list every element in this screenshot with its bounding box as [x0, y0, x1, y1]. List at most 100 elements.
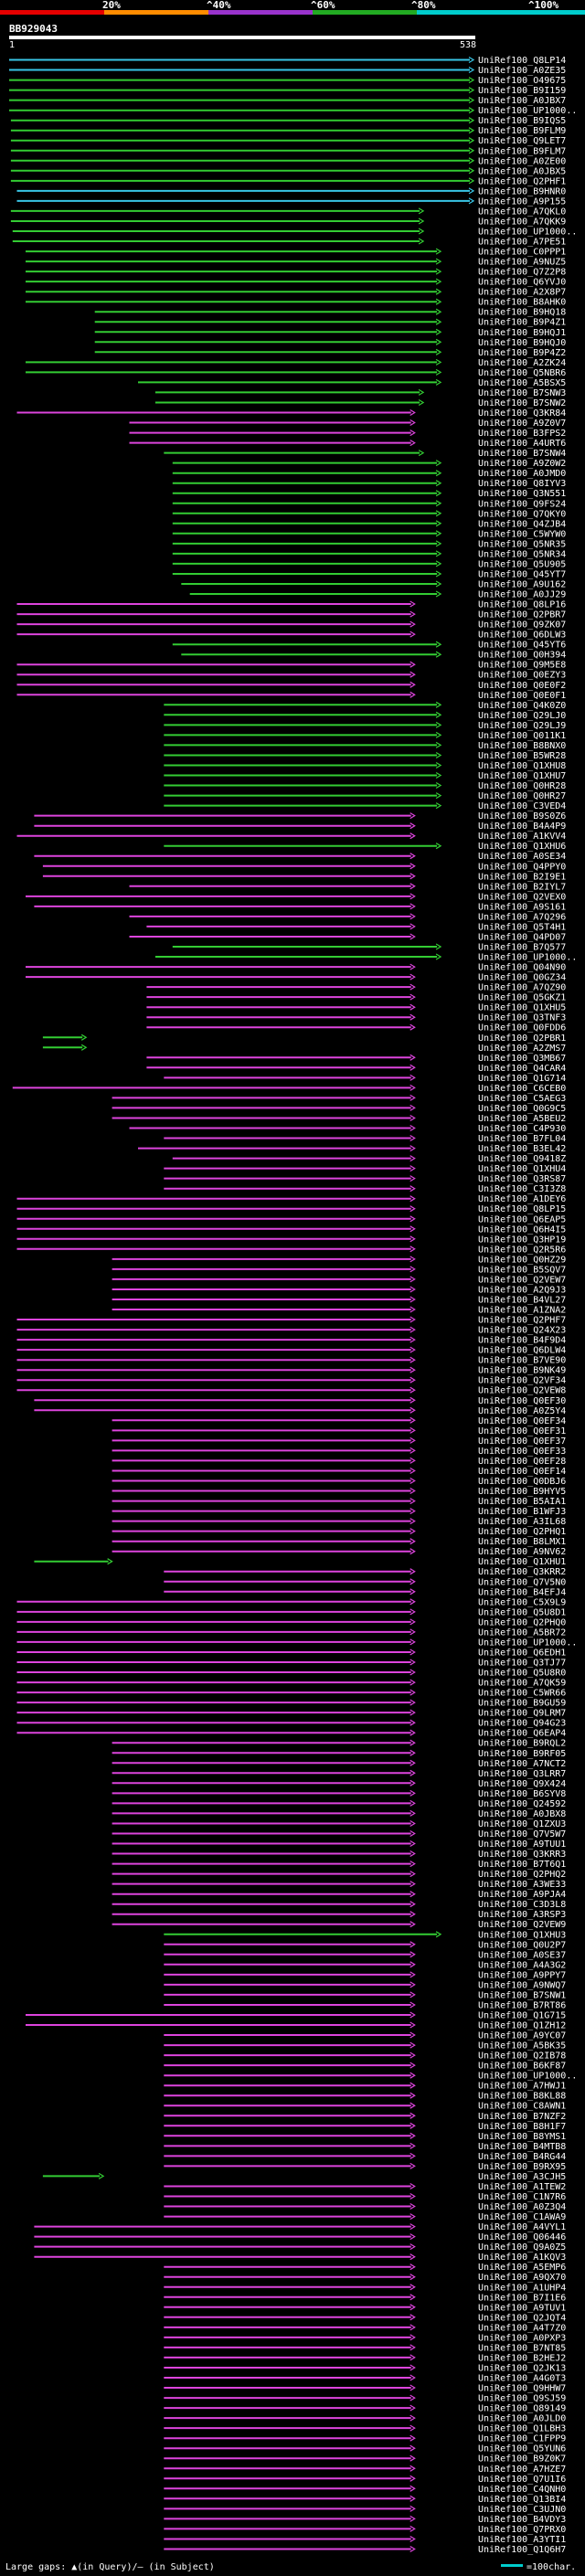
hit-row[interactable]: UniRef100_Q0EF28 [112, 1457, 567, 1467]
hit-row[interactable]: UniRef100_C1N7R6 [164, 2192, 566, 2202]
hit-label[interactable]: UniRef100_Q0EF33 [478, 1447, 566, 1457]
hit-label[interactable]: UniRef100_B9Z0K7 [478, 2454, 566, 2465]
hit-row[interactable]: UniRef100_Q2PHF1 [10, 176, 566, 186]
hit-label[interactable]: UniRef100_A0JLD0 [478, 2414, 566, 2424]
hit-row[interactable]: UniRef100_B9Z0K7 [164, 2454, 566, 2465]
hit-label[interactable]: UniRef100_Q3N551 [478, 489, 566, 499]
hit-row[interactable]: UniRef100_Q7Z2P8 [26, 268, 566, 278]
hit-label[interactable]: UniRef100_Q0EF30 [478, 1396, 566, 1406]
hit-row[interactable]: UniRef100_B7SNW4 [164, 449, 566, 459]
hit-label[interactable]: UniRef100_B9IQS5 [478, 116, 566, 126]
hit-row[interactable]: UniRef100_Q3KRR2 [164, 1567, 566, 1577]
hit-row[interactable]: UniRef100_A9TUV1 [164, 2303, 566, 2313]
hit-label[interactable]: UniRef100_B9HQ18 [478, 308, 566, 318]
hit-label[interactable]: UniRef100_Q5T4H1 [478, 922, 566, 932]
hit-row[interactable]: UniRef100_Q0EF14 [112, 1467, 567, 1477]
hit-label[interactable]: UniRef100_A0PXP3 [478, 2333, 566, 2343]
hit-row[interactable]: UniRef100_Q2JQT4 [164, 2313, 566, 2323]
hit-row[interactable]: UniRef100_A0JBX8 [112, 1809, 567, 1819]
hit-row[interactable]: UniRef100_Q2PHQ0 [16, 1617, 567, 1627]
hit-label[interactable]: UniRef100_B6KF87 [478, 2062, 566, 2072]
hit-label[interactable]: UniRef100_A7PE51 [478, 238, 566, 248]
hit-row[interactable]: UniRef100_A0JMD0 [172, 469, 567, 479]
hit-row[interactable]: UniRef100_Q6EAP5 [16, 1214, 567, 1224]
hit-label[interactable]: UniRef100_B5WR28 [478, 751, 566, 761]
hit-row[interactable]: UniRef100_B2HEJ2 [164, 2353, 566, 2363]
hit-row[interactable]: UniRef100_Q1XHU7 [164, 771, 566, 781]
hit-label[interactable]: UniRef100_Q0H394 [478, 651, 566, 661]
hit-row[interactable]: UniRef100_B4RG44 [164, 2152, 566, 2162]
hit-row[interactable]: UniRef100_Q9418Z [172, 1154, 567, 1164]
hit-row[interactable]: UniRef100_Q0E0F1 [16, 691, 567, 701]
hit-row[interactable]: UniRef100_A9NWQ7 [164, 1980, 566, 1990]
hit-label[interactable]: UniRef100_B8BNX0 [478, 741, 566, 751]
hit-label[interactable]: UniRef100_B4VL27 [478, 1296, 566, 1306]
hit-row[interactable]: UniRef100_A0Z3Q4 [164, 2202, 566, 2212]
hit-label[interactable]: UniRef100_A0Z3Q4 [478, 2202, 566, 2212]
hit-row[interactable]: UniRef100_A7HZE7 [164, 2465, 566, 2475]
hit-row[interactable]: UniRef100_Q9LRM7 [16, 1709, 567, 1719]
hit-label[interactable]: UniRef100_Q3MB67 [478, 1054, 566, 1064]
hit-row[interactable]: UniRef100_C5WR66 [16, 1689, 567, 1699]
hit-row[interactable]: UniRef100_Q9M5E8 [16, 661, 567, 671]
hit-label[interactable]: UniRef100_A2ZK24 [478, 358, 566, 368]
hit-row[interactable]: UniRef100_C6CEB0 [12, 1084, 567, 1094]
hit-label[interactable]: UniRef100_B9P4Z1 [478, 318, 566, 328]
hit-row[interactable]: UniRef100_Q94G23 [16, 1719, 567, 1729]
hit-label[interactable]: UniRef100_Q6H4I5 [478, 1224, 566, 1235]
hit-label[interactable]: UniRef100_Q24592 [478, 1799, 566, 1809]
hit-label[interactable]: UniRef100_Q3KR84 [478, 408, 566, 419]
hit-row[interactable]: UniRef100_B4EFJ4 [164, 1587, 566, 1597]
hit-row[interactable]: UniRef100_A4G0T3 [164, 2374, 566, 2384]
hit-row[interactable]: UniRef100_A3CJH5 [42, 2172, 566, 2182]
hit-row[interactable]: UniRef100_Q1XHU8 [164, 761, 566, 771]
hit-label[interactable]: UniRef100_A4T7Z0 [478, 2323, 566, 2333]
hit-row[interactable]: UniRef100_Q0EF37 [112, 1436, 567, 1447]
hit-row[interactable]: UniRef100_Q1G715 [26, 2011, 566, 2021]
hit-label[interactable]: UniRef100_Q45YT7 [478, 570, 566, 580]
hit-row[interactable]: UniRef100_B5WR28 [164, 751, 566, 761]
hit-label[interactable]: UniRef100_Q0EF28 [478, 1457, 566, 1467]
hit-row[interactable]: UniRef100_Q2PHQ2 [112, 1870, 567, 1880]
hit-row[interactable]: UniRef100_B7FL04 [164, 1134, 566, 1144]
hit-row[interactable]: UniRef100_Q0U2P7 [164, 1940, 566, 1950]
hit-row[interactable]: UniRef100_Q4PPY0 [42, 862, 566, 872]
hit-row[interactable]: UniRef100_B9S0Z6 [34, 811, 566, 822]
hit-label[interactable]: UniRef100_Q1G715 [478, 2011, 566, 2021]
hit-row[interactable]: UniRef100_B9HNR0 [16, 186, 567, 196]
hit-label[interactable]: UniRef100_Q4PD07 [478, 933, 566, 943]
hit-row[interactable]: UniRef100_A5EMP6 [164, 2263, 566, 2273]
hit-label[interactable]: UniRef100_Q8LP15 [478, 1204, 566, 1214]
hit-row[interactable]: UniRef100_Q5U8R0 [16, 1669, 567, 1679]
hit-row[interactable]: UniRef100_Q9ZK07 [16, 620, 567, 631]
hit-label[interactable]: UniRef100_Q1XHU4 [478, 1164, 566, 1174]
hit-label[interactable]: UniRef100_A0ZE35 [478, 66, 566, 76]
hit-label[interactable]: UniRef100_UP1000.. [478, 228, 577, 238]
hit-label[interactable]: UniRef100_Q5U8R0 [478, 1669, 566, 1679]
hit-label[interactable]: UniRef100_Q3RS87 [478, 1174, 566, 1184]
hit-row[interactable]: UniRef100_A0SE34 [34, 852, 566, 862]
hit-label[interactable]: UniRef100_Q5U905 [478, 559, 566, 569]
hit-row[interactable]: UniRef100_B5AIA1 [112, 1497, 567, 1507]
hit-label[interactable]: UniRef100_Q4ZJB4 [478, 519, 566, 529]
hit-row[interactable]: UniRef100_O49675 [9, 76, 566, 86]
hit-row[interactable]: UniRef100_Q5NBR6 [26, 368, 566, 378]
hit-label[interactable]: UniRef100_A1KVV4 [478, 832, 566, 842]
hit-label[interactable]: UniRef100_Q7V5N0 [478, 1577, 566, 1587]
hit-row[interactable]: UniRef100_B4VDY3 [164, 2515, 566, 2525]
hit-label[interactable]: UniRef100_A9YC07 [478, 2031, 566, 2041]
hit-row[interactable]: UniRef100_B6KF87 [164, 2062, 566, 2072]
hit-row[interactable]: UniRef100_B7T6Q1 [112, 1860, 567, 1870]
hit-row[interactable]: UniRef100_A1UHP4 [164, 2283, 566, 2293]
hit-row[interactable]: UniRef100_B9RQL2 [112, 1739, 567, 1749]
hit-label[interactable]: UniRef100_B7FL04 [478, 1134, 566, 1144]
hit-row[interactable]: UniRef100_B8LMX1 [112, 1537, 567, 1547]
hit-label[interactable]: UniRef100_Q3KRR3 [478, 1850, 566, 1860]
hit-row[interactable]: UniRef100_B2IYL7 [129, 882, 567, 892]
hit-label[interactable]: UniRef100_A5BEU2 [478, 1114, 566, 1124]
hit-row[interactable]: UniRef100_Q8LP16 [16, 600, 567, 610]
hit-row[interactable]: UniRef100_Q2VEW7 [112, 1275, 567, 1285]
hit-row[interactable]: UniRef100_Q0EZY3 [16, 671, 567, 681]
hit-row[interactable]: UniRef100_Q5NR34 [172, 549, 567, 559]
hit-row[interactable]: UniRef100_Q0DBJ6 [112, 1477, 567, 1487]
